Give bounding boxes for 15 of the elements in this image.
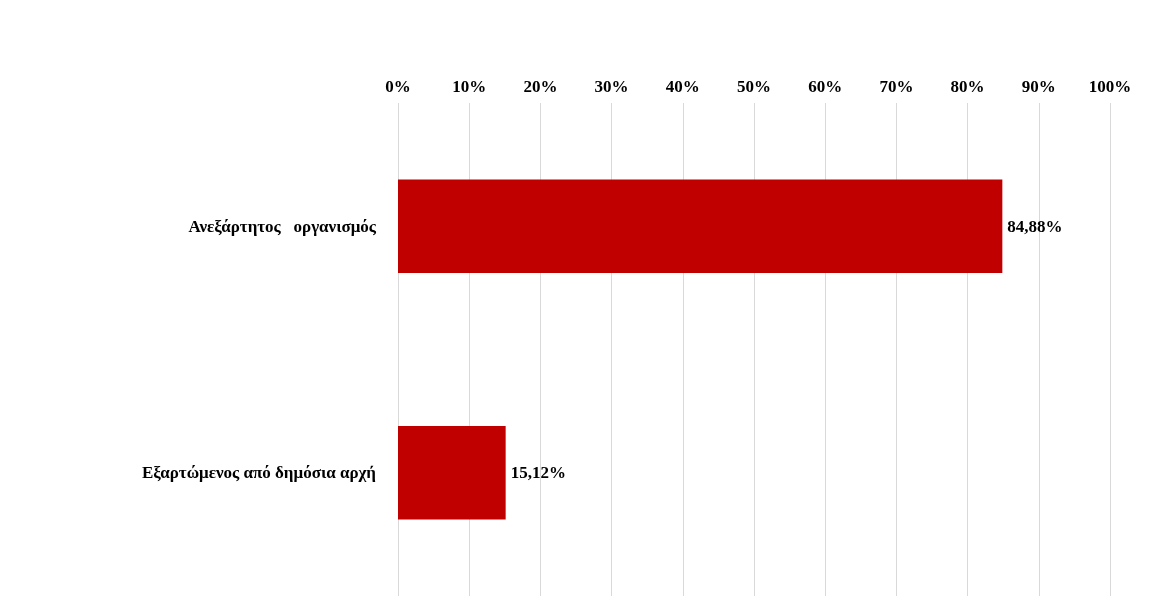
x-tick-label: 60%: [808, 77, 843, 96]
x-tick-label: 20%: [523, 77, 558, 96]
x-tick-label: 0%: [385, 77, 411, 96]
data-label: 84,88%: [1007, 216, 1063, 236]
x-tick-label: 50%: [737, 77, 771, 96]
y-tick-label: Ανεξάρτητος οργανισμός: [188, 216, 377, 236]
x-tick-label: 80%: [950, 77, 985, 96]
x-tick-label: 40%: [665, 77, 700, 96]
data-label: 15,12%: [510, 463, 566, 483]
x-tick-label: 100%: [1088, 77, 1132, 96]
x-tick-label: 10%: [452, 77, 487, 96]
x-tick-label: 70%: [879, 77, 914, 96]
x-tick-label: 90%: [1021, 77, 1056, 96]
y-tick-label: Εξαρτώμενος από δημόσια αρχή: [142, 463, 376, 483]
x-tick-label: 30%: [594, 77, 629, 96]
